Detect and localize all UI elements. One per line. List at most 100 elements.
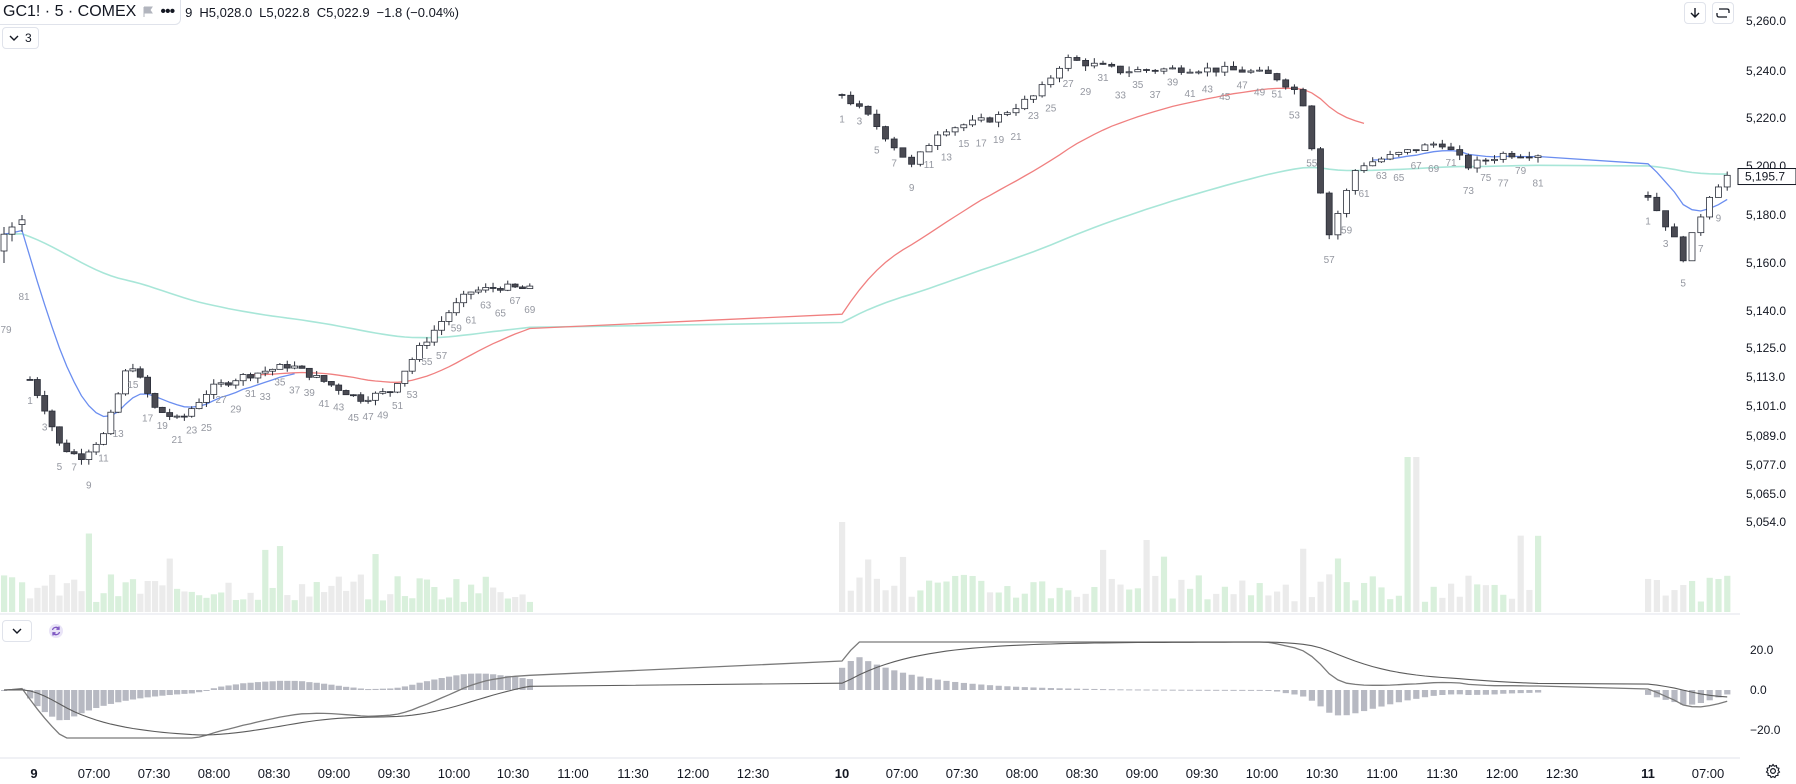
candle [1351,169,1359,195]
macd-histogram-bar [504,675,511,690]
settings-button[interactable] [1764,762,1782,780]
candle [460,290,468,308]
macd-histogram-bar [71,690,78,717]
ema-fast-layer [3,149,1728,418]
volume-bar [196,595,203,612]
volume-bar [1187,588,1194,612]
volume-bar [298,584,306,612]
volume-bar [497,592,504,612]
candle [1291,84,1298,95]
bar-number-label: 51 [1271,90,1283,101]
bar-number-label: 25 [1045,104,1057,115]
symbol-box[interactable]: GC1! · 5 · COMEX ••• [0,0,182,25]
candle [313,370,321,379]
symbol-title[interactable]: GC1! · 5 · COMEX [3,2,137,20]
macd-histogram-bar [203,690,210,691]
volume-bar [1152,575,1159,612]
macd-histogram-bar [1671,690,1678,703]
bar-number-label: 45 [1219,92,1231,103]
macd-histogram-bar [1378,690,1385,707]
price-tick-label: 5,101.0 [1746,399,1786,413]
candle [1160,67,1168,75]
macd-histogram-bar [1517,690,1524,694]
swap-button[interactable] [1712,2,1734,24]
macd-histogram-bar [856,657,863,690]
bar-number-label: 75 [1480,173,1492,184]
volume-bar [438,599,445,612]
bar-number-label: 27 [216,395,228,406]
indicators-toggle[interactable]: 3 [2,27,39,49]
bar-number-label: 21 [1010,132,1022,143]
candle [438,316,446,336]
macd-histogram-bar [1013,686,1020,690]
candle [1204,62,1211,77]
more-icon[interactable]: ••• [160,2,175,20]
volume-bar [1134,588,1141,612]
macd-histogram-bar [379,688,386,690]
price-tick-label: 5,113.0 [1746,370,1785,384]
bar-number-label: 39 [304,388,316,399]
volume-bar [247,592,254,612]
volume-bar [115,596,122,612]
bar-number-label: 57 [1324,255,1336,266]
volume-bar [41,585,48,612]
bar-number-label: 5 [1680,278,1686,289]
volume-bar [1195,575,1202,612]
bar-number-label: 29 [230,405,242,416]
macd-histogram-bar [1465,690,1472,696]
refresh-button[interactable] [46,622,66,640]
macd-histogram-bar [1291,690,1298,695]
volume-bar [1247,595,1255,612]
volume-bar [357,574,364,612]
candle [1117,65,1124,75]
price-axis[interactable]: 5,260.05,240.05,220.05,200.05,180.05,160… [1746,14,1786,529]
bar-number-label: 37 [289,385,301,396]
flag-icon[interactable] [142,6,154,18]
candle [416,342,423,362]
time-tick-label: 07:00 [78,766,111,781]
volume-bar [166,558,173,612]
macd-axis[interactable]: 20.0 0.0 −20.0 [1750,643,1781,737]
candle [202,390,210,407]
volume-bar [203,597,210,612]
price-tick-label: 5,065.0 [1746,487,1786,501]
macd-histogram-bar [1680,690,1687,705]
bar-number-label: 39 [1167,77,1179,88]
candle [158,406,166,413]
candle [144,375,152,398]
macd-histogram-bar [1300,690,1307,697]
volume-bar [1047,598,1054,612]
volume-bar [952,575,959,612]
volume-bar [1491,584,1498,612]
candle [1308,105,1316,151]
volume-bar [1448,583,1455,612]
time-axis[interactable]: 9 07:00 07:30 08:00 08:30 09:00 09:30 10:00 10:3… [30,766,1724,781]
macd-histogram-bar [1326,690,1333,713]
volume-bar [284,595,291,612]
volume-bar [306,596,313,612]
scroll-to-latest-button[interactable] [1684,2,1706,24]
candle [526,283,534,290]
volume-bar [1204,599,1211,612]
swap-icon [1716,8,1730,18]
volume-bar [1091,586,1098,612]
volume-bar [1387,599,1394,612]
volume-bar [1039,581,1046,612]
volume-bar [137,593,144,612]
time-tick-label: 11 [1641,766,1655,781]
macd-histogram-bar [409,684,416,690]
volume-bar [1517,535,1524,612]
volume-bar [350,581,357,612]
macd-histogram-bar [137,690,144,699]
pane-collapse-button[interactable] [2,620,32,642]
candle [489,282,497,293]
ema-red-layer [250,87,1365,383]
bar-number-label: 15 [958,139,970,150]
bar-number-label: 67 [1411,161,1423,172]
candle [320,375,328,383]
volume-bar [1697,601,1704,612]
candle [261,366,269,377]
macd-histogram-bar [1108,689,1115,691]
